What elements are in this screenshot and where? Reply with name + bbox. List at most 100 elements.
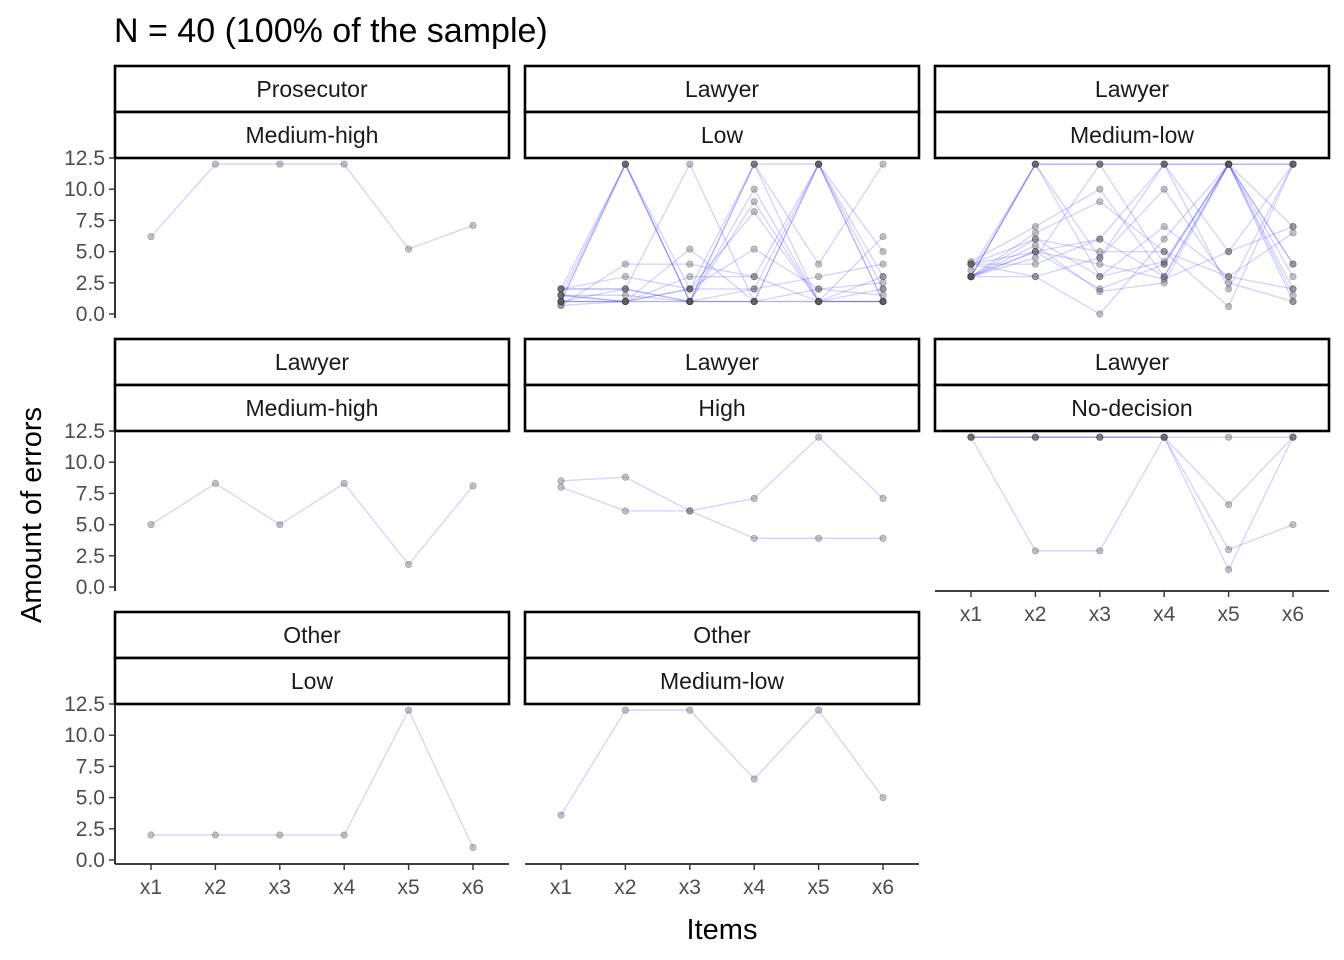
data-point	[967, 272, 975, 281]
data-point	[1096, 235, 1104, 243]
x-tick-label: x3	[1089, 603, 1111, 626]
y-tick-label: 2.5	[76, 545, 105, 568]
facet-strip-top	[933, 337, 1331, 387]
x-tick-label: x2	[614, 876, 636, 899]
data-point	[879, 297, 887, 306]
x-tick-label: x4	[743, 876, 766, 899]
data-point	[557, 291, 565, 299]
data-point	[1160, 433, 1168, 441]
facet-strip-label: Lawyer	[1095, 76, 1169, 102]
series-line	[560, 162, 883, 304]
y-tick-label: 12.5	[64, 693, 105, 716]
data-point	[686, 285, 694, 293]
y-tick-label: 12.5	[64, 420, 105, 443]
data-point	[1031, 433, 1040, 441]
data-point	[750, 160, 758, 168]
facet-strip-label: Low	[291, 668, 334, 694]
data-point	[557, 297, 565, 306]
data-point	[750, 245, 758, 253]
data-point	[621, 297, 630, 306]
data-point	[557, 285, 565, 293]
data-point	[967, 272, 975, 281]
data-point	[621, 260, 630, 268]
data-point	[1031, 433, 1040, 441]
data-point	[621, 507, 630, 515]
data-point	[967, 260, 975, 268]
data-point	[1160, 235, 1168, 243]
y-tick-label: 0.0	[76, 303, 105, 326]
data-point	[750, 297, 758, 306]
series-line	[150, 482, 474, 566]
facet-panel: Lawyer No-decision x1 x2 x3 x4 x5 x6	[933, 337, 1331, 626]
data-point	[1160, 160, 1168, 168]
data-point	[879, 233, 887, 241]
data-point	[557, 285, 565, 293]
data-point	[621, 297, 630, 306]
data-point	[1096, 160, 1104, 168]
data-point	[814, 534, 823, 542]
data-point	[1225, 302, 1233, 311]
facet-strip-top	[113, 610, 511, 660]
y-tick-label: 7.5	[76, 755, 105, 778]
data-point	[750, 297, 758, 306]
data-point	[1031, 160, 1040, 168]
data-point	[750, 494, 758, 502]
data-point	[1096, 547, 1104, 555]
data-point	[1225, 433, 1233, 441]
x-tick-label: x4	[1153, 603, 1176, 626]
data-point	[879, 793, 887, 802]
data-point	[814, 297, 823, 306]
data-point	[879, 297, 887, 306]
data-point	[1225, 272, 1233, 281]
data-point	[750, 160, 758, 168]
data-point	[1225, 285, 1233, 293]
data-point	[686, 297, 694, 306]
data-point	[879, 160, 887, 168]
y-tick-label: 2.5	[76, 818, 105, 841]
data-point	[1225, 160, 1233, 168]
data-point	[1160, 160, 1168, 168]
data-point	[750, 297, 758, 306]
data-point	[1225, 545, 1233, 554]
data-point	[967, 272, 975, 281]
data-point	[967, 272, 975, 281]
data-point	[557, 477, 565, 485]
data-point	[967, 272, 975, 281]
data-point	[1289, 285, 1297, 293]
data-point	[1225, 160, 1233, 168]
data-point	[340, 160, 348, 168]
data-point	[1160, 248, 1168, 256]
data-point	[1160, 279, 1168, 287]
series-line	[560, 210, 884, 303]
data-point	[1160, 160, 1168, 168]
data-point	[750, 285, 758, 293]
data-point	[879, 279, 887, 287]
x-tick-label: x1	[550, 876, 572, 899]
data-point	[879, 291, 887, 299]
data-point	[1031, 248, 1040, 256]
data-point	[1096, 287, 1104, 296]
data-point	[1225, 565, 1233, 574]
data-point	[1096, 160, 1104, 168]
chart-title: N = 40 (100% of the sample)	[114, 12, 548, 50]
data-point	[1225, 248, 1233, 256]
series-line	[561, 275, 883, 303]
facet-panel: Prosecutor Medium-high 0.0 2.5 5.0 7.5 10.0 12.…	[64, 64, 511, 326]
data-point	[967, 272, 975, 281]
data-point	[967, 433, 975, 441]
data-point	[967, 272, 975, 281]
series-line	[970, 162, 1294, 278]
data-point	[1160, 223, 1168, 231]
series-line	[561, 162, 884, 303]
data-point	[557, 297, 565, 306]
data-point	[814, 160, 823, 168]
data-point	[1031, 223, 1040, 231]
data-point	[686, 706, 694, 714]
x-axis-title: Items	[687, 914, 758, 946]
data-point	[967, 260, 975, 268]
series-line	[560, 486, 883, 539]
data-point	[879, 285, 887, 293]
series-line	[560, 163, 884, 306]
data-point	[814, 160, 823, 168]
series-line	[970, 163, 1293, 277]
